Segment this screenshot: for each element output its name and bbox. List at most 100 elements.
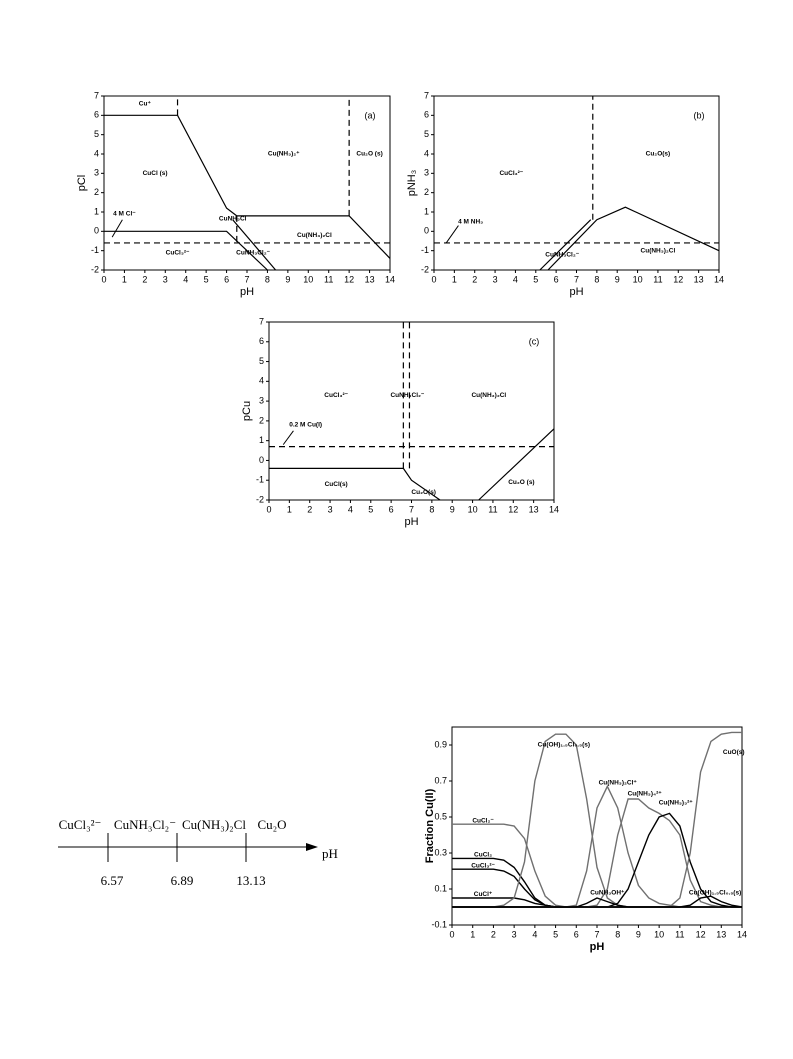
scheme-axis-label: pH (322, 846, 338, 861)
x-tick-label: 0 (431, 274, 436, 284)
curve-label: Cu(OH)₁.₅Cl₀.₅(s) (538, 742, 590, 749)
y-tick-label: -1 (256, 475, 264, 485)
x-tick-label: 0 (101, 274, 106, 284)
phase-boundary (104, 230, 268, 271)
transition-ph: 6.57 (101, 873, 124, 888)
region-label: Cu(NH₃)₂Cl (641, 247, 676, 254)
x-tick-label: 10 (633, 274, 643, 284)
x-tick-label: 4 (532, 929, 537, 939)
curve-label: CuNH₃OH⁺ (590, 889, 625, 896)
pointer-arrow (282, 430, 294, 445)
x-tick-label: 7 (409, 504, 414, 514)
region-label: CuNH₃Cl (219, 215, 247, 222)
x-tick-label: 9 (615, 274, 620, 284)
y-tick-label: 5 (259, 356, 264, 366)
y-tick-label: 7 (424, 90, 429, 100)
species-label: Cu₂O (257, 817, 286, 832)
plot-frame (268, 321, 555, 501)
curve-label: CuCl₂⁻ (472, 817, 494, 824)
y-tick-label: 2 (424, 187, 429, 197)
x-tick-label: 3 (163, 274, 168, 284)
phase-boundary (232, 219, 277, 271)
pointer-arrow (445, 225, 459, 244)
region-label: Cu(NH₃)₂Cl (297, 232, 332, 239)
fraction-curve (452, 895, 743, 908)
y-tick-label: 4 (424, 148, 429, 158)
transition-ph: 13.13 (236, 873, 265, 888)
curve-label: Cu(OH)₁.₅Cl₀.₅(s) (689, 889, 741, 896)
x-tick-label: 3 (493, 274, 498, 284)
y-tick-label: 0.9 (434, 739, 447, 749)
plot-frame (433, 95, 720, 271)
x-tick-label: 12 (696, 929, 706, 939)
x-axis-label: pH (590, 941, 605, 953)
y-tick-label: 0.5 (434, 811, 447, 821)
x-tick-label: 1 (122, 274, 127, 284)
y-tick-label: 2 (94, 187, 99, 197)
curve-label: Cu(NH₃)₃²⁺ (659, 799, 694, 806)
y-tick-label: -1 (91, 245, 99, 255)
x-tick-label: 3 (512, 929, 517, 939)
region-label: 4 M NH₃ (458, 218, 483, 225)
scheme-arrow (306, 843, 318, 851)
x-tick-label: 9 (285, 274, 290, 284)
y-tick-label: 3 (424, 168, 429, 178)
x-tick-label: 12 (508, 504, 518, 514)
y-tick-label: 1 (424, 206, 429, 216)
x-tick-label: 6 (389, 504, 394, 514)
y-axis-label: Fraction Cu(II) (424, 788, 436, 863)
x-tick-label: 8 (429, 504, 434, 514)
y-tick-label: 3 (259, 395, 264, 405)
x-tick-label: 4 (513, 274, 518, 284)
x-axis-label: pH (240, 286, 254, 298)
region-label: CuCl₃²⁻ (499, 170, 523, 177)
x-tick-label: 5 (368, 504, 373, 514)
y-tick-label: 0.7 (434, 775, 447, 785)
x-tick-label: 5 (553, 929, 558, 939)
panel-label: (c) (529, 336, 540, 346)
transition-ph: 6.89 (171, 873, 194, 888)
region-label: Cu⁺ (139, 100, 152, 107)
panel-label: (b) (694, 110, 705, 120)
x-tick-label: 3 (328, 504, 333, 514)
curve-label: Cu(NH₃)₄²⁺ (628, 790, 663, 797)
x-tick-label: 13 (365, 274, 375, 284)
region-label: CuNH₃Cl₂⁻ (545, 251, 579, 258)
y-tick-label: 1 (94, 206, 99, 216)
y-tick-label: 0.3 (434, 847, 447, 857)
curve-label: CuCl₃²⁻ (471, 862, 495, 869)
phase-boundary (539, 219, 592, 271)
region-label: CuNH₃Cl₂⁻ (236, 249, 270, 256)
x-axis-label: pH (404, 516, 418, 528)
region-label: Cu(NH₃)₂⁺ (268, 151, 300, 158)
y-tick-label: -2 (256, 494, 264, 504)
region-label: CuCl₃²⁻ (166, 249, 190, 256)
x-tick-label: 2 (142, 274, 147, 284)
x-tick-label: 8 (594, 274, 599, 284)
x-tick-label: 2 (307, 504, 312, 514)
x-tick-label: 6 (224, 274, 229, 284)
x-tick-label: 14 (385, 274, 395, 284)
y-tick-label: -1 (421, 245, 429, 255)
y-tick-label: -0.1 (431, 919, 447, 929)
x-tick-label: 13 (716, 929, 726, 939)
fraction-curve (452, 868, 742, 908)
x-tick-label: 2 (472, 274, 477, 284)
x-tick-label: 11 (675, 929, 684, 939)
x-tick-label: 10 (303, 274, 313, 284)
phase-boundary (104, 114, 391, 259)
region-label: CuNH₃Cl₂⁻ (390, 392, 424, 399)
y-tick-label: 6 (424, 110, 429, 120)
y-tick-label: -2 (421, 264, 429, 274)
x-tick-label: 13 (529, 504, 539, 514)
fraction-curve (452, 731, 742, 908)
x-tick-label: 1 (470, 929, 475, 939)
y-axis-label: pCl (76, 175, 88, 192)
x-tick-label: 1 (287, 504, 292, 514)
x-tick-label: 6 (574, 929, 579, 939)
y-tick-label: 2 (259, 415, 264, 425)
x-tick-label: 11 (488, 504, 497, 514)
x-tick-label: 12 (673, 274, 683, 284)
